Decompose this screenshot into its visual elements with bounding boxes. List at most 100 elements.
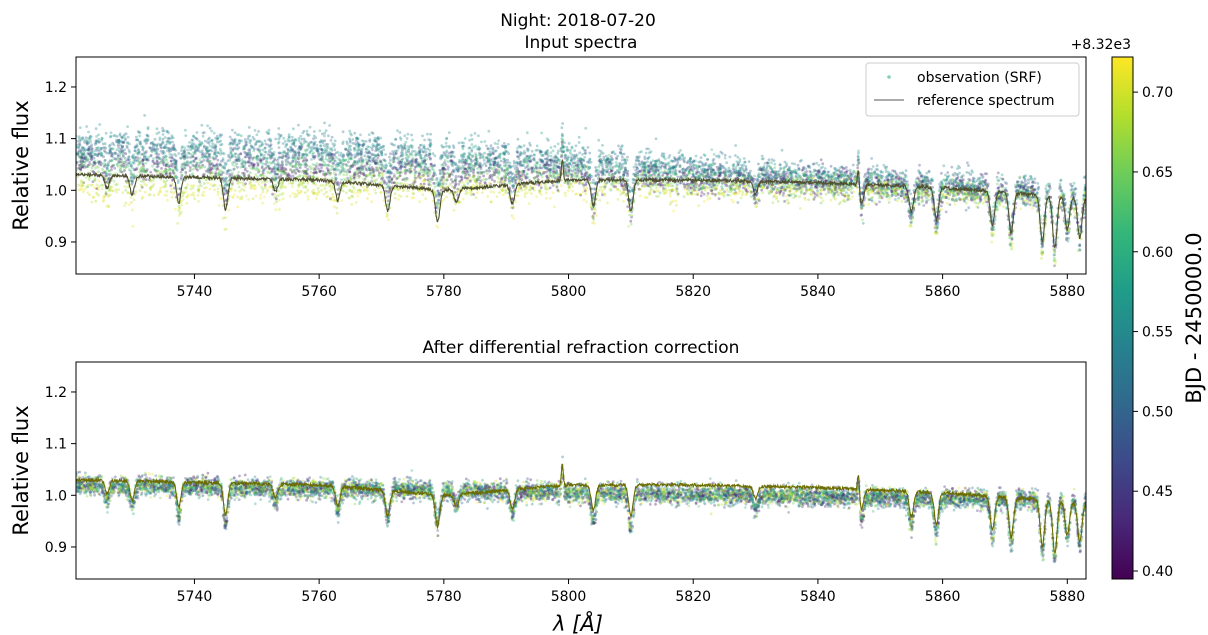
observation-point <box>649 150 653 154</box>
observation-point <box>678 170 682 174</box>
observation-point <box>198 139 201 143</box>
observation-point <box>610 182 613 186</box>
observation-point <box>561 134 565 138</box>
observation-point <box>227 153 231 157</box>
observation-point <box>561 122 564 125</box>
observation-point <box>706 158 709 161</box>
observation-point <box>414 176 417 180</box>
observation-point <box>860 206 864 210</box>
observation-point <box>770 161 773 165</box>
observation-point <box>741 190 745 194</box>
observation-point <box>876 190 880 194</box>
observation-point <box>209 183 213 186</box>
observation-point <box>598 199 602 202</box>
observation-point <box>493 179 496 183</box>
observation-point <box>767 161 771 165</box>
observation-point <box>679 158 682 161</box>
observation-point <box>509 170 513 174</box>
observation-point <box>298 165 301 169</box>
observation-point <box>422 168 425 172</box>
observation-point <box>499 159 503 163</box>
observation-point <box>495 195 499 199</box>
observation-point <box>320 138 323 142</box>
observation-point <box>474 155 478 159</box>
observation-point <box>366 189 369 193</box>
observation-point <box>325 166 329 170</box>
observation-point <box>388 175 392 179</box>
observation-point <box>110 165 113 169</box>
observation-point <box>390 176 394 180</box>
observation-point <box>468 169 472 173</box>
observation-point <box>123 156 127 160</box>
observation-point <box>372 156 376 160</box>
panel-0: 5740 5760 5780 5800 5820 5840 5860 58800.91.01.… <box>9 33 1087 300</box>
observation-point <box>162 129 166 133</box>
observation-point <box>925 189 928 193</box>
observation-point <box>164 144 167 147</box>
observation-point <box>661 174 664 178</box>
observation-point <box>440 175 444 179</box>
observation-point <box>387 218 390 222</box>
observation-point <box>618 169 621 173</box>
observation-point <box>258 148 261 152</box>
observation-point <box>286 160 290 164</box>
observation-point <box>790 177 794 181</box>
observation-point <box>240 158 244 162</box>
observation-point <box>660 170 663 174</box>
observation-point <box>694 154 698 158</box>
observation-point <box>387 179 391 183</box>
observation-point <box>426 166 429 170</box>
observation-point <box>798 159 802 163</box>
observation-point <box>959 180 963 184</box>
observation-point <box>593 211 596 215</box>
observation-point <box>101 199 105 203</box>
observation-point <box>427 182 430 186</box>
observation-point <box>397 197 400 201</box>
observation-point <box>277 146 281 150</box>
observation-point <box>152 157 155 161</box>
observation-point <box>1024 174 1027 178</box>
observation-point <box>321 132 324 136</box>
observation-point <box>368 156 371 160</box>
observation-point <box>85 125 89 128</box>
observation-point <box>326 195 330 199</box>
observation-point <box>253 129 257 132</box>
observation-point <box>90 200 94 204</box>
observation-point <box>330 176 334 180</box>
observation-point <box>530 149 534 153</box>
observation-point <box>351 165 354 169</box>
observation-point <box>353 176 357 180</box>
observation-point <box>388 155 391 159</box>
observation-point <box>734 191 738 195</box>
observation-point <box>753 174 756 178</box>
observation-point <box>297 137 301 140</box>
observation-point <box>435 178 438 182</box>
observation-point <box>119 147 123 151</box>
observation-point <box>203 155 207 159</box>
observation-point <box>512 217 516 220</box>
observation-point <box>773 162 777 166</box>
observation-point <box>979 194 982 198</box>
observation-point <box>701 174 705 178</box>
observation-point <box>602 155 606 159</box>
observation-point <box>977 182 981 186</box>
observation-point <box>623 182 627 186</box>
observation-point <box>397 194 401 197</box>
observation-point <box>828 184 831 187</box>
observation-point <box>783 160 787 164</box>
observation-point <box>348 188 351 192</box>
observation-point <box>347 160 350 164</box>
observation-point <box>208 163 212 167</box>
observation-point <box>724 184 728 187</box>
observation-point <box>674 186 678 189</box>
observation-point <box>430 162 433 166</box>
observation-point <box>545 156 549 160</box>
observation-point <box>553 170 557 174</box>
observation-point <box>219 152 223 156</box>
observation-point <box>851 195 854 199</box>
observation-point <box>389 158 392 162</box>
observation-point <box>111 155 115 159</box>
observation-point <box>220 133 224 137</box>
observation-point <box>116 164 120 168</box>
observation-point <box>282 154 286 158</box>
